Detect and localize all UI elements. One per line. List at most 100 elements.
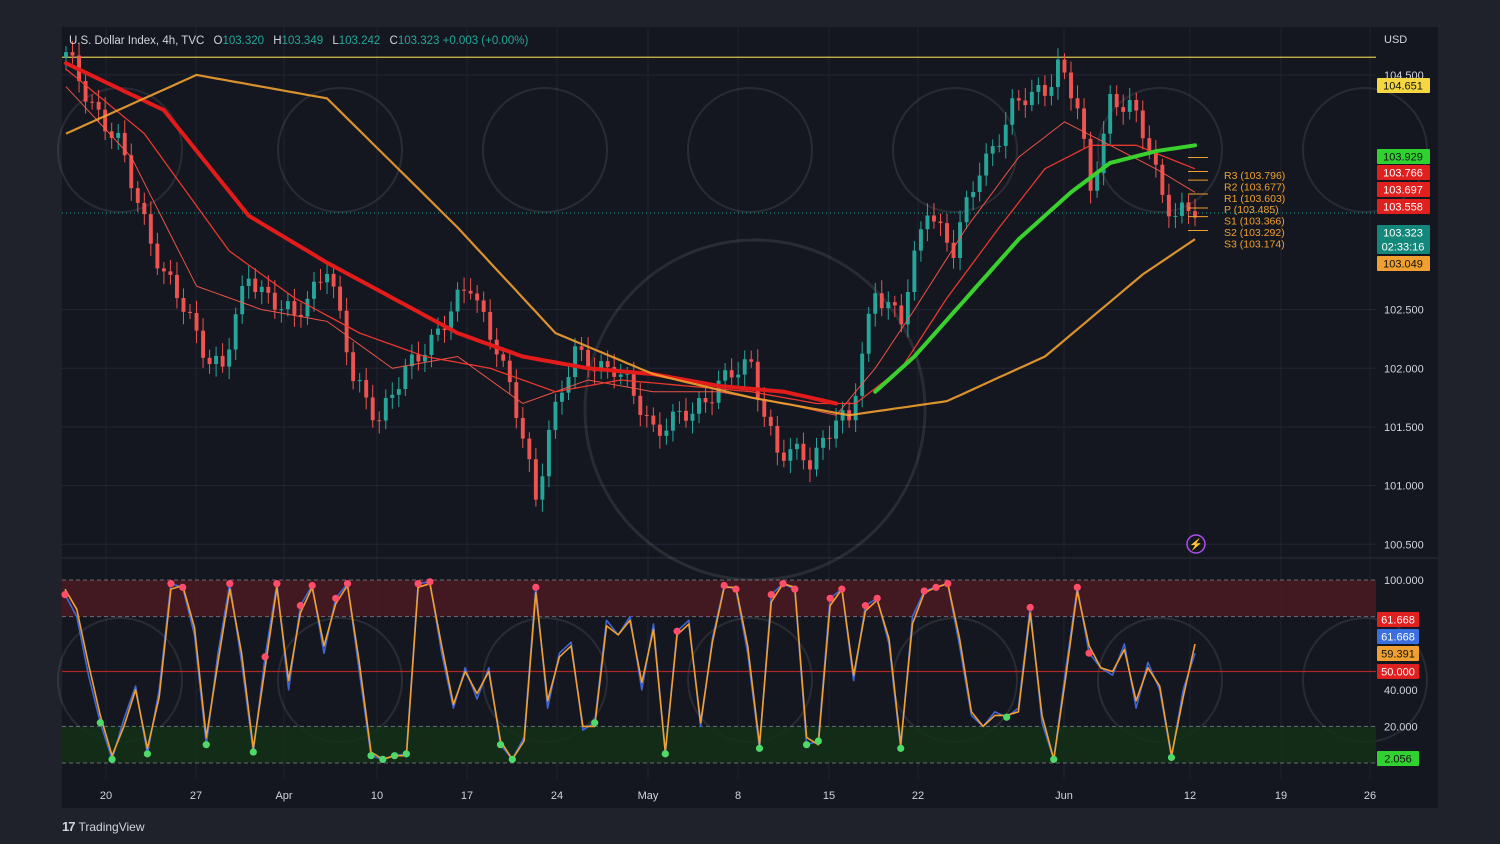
candle[interactable] — [599, 354, 604, 380]
candle[interactable] — [1127, 87, 1132, 120]
candle[interactable] — [1173, 203, 1178, 229]
candle[interactable] — [814, 437, 819, 477]
candle[interactable] — [129, 143, 134, 202]
candle[interactable] — [259, 280, 264, 305]
candle[interactable] — [644, 405, 649, 428]
candle[interactable] — [507, 350, 512, 395]
candle[interactable] — [403, 358, 408, 397]
candle[interactable] — [266, 275, 271, 304]
candle[interactable] — [90, 94, 95, 110]
candle[interactable] — [272, 280, 277, 319]
candle[interactable] — [1003, 111, 1008, 159]
candle[interactable] — [932, 203, 936, 229]
candle[interactable] — [892, 295, 897, 318]
candle[interactable] — [305, 291, 310, 326]
candle[interactable] — [990, 139, 995, 166]
candle[interactable] — [573, 338, 577, 389]
candle[interactable] — [1023, 88, 1028, 118]
candle[interactable] — [951, 229, 956, 269]
candle[interactable] — [762, 387, 767, 428]
candle[interactable] — [918, 221, 923, 262]
candle[interactable] — [312, 272, 316, 312]
candle[interactable] — [1088, 131, 1093, 204]
candle[interactable] — [984, 143, 989, 186]
candle[interactable] — [122, 120, 127, 163]
candle[interactable] — [1140, 100, 1145, 150]
candle[interactable] — [912, 241, 917, 301]
candle[interactable] — [827, 425, 832, 450]
candle[interactable] — [684, 398, 688, 428]
candle[interactable] — [188, 304, 192, 320]
candle[interactable] — [781, 439, 786, 468]
candle[interactable] — [364, 368, 369, 410]
candle[interactable] — [292, 288, 297, 327]
candle[interactable] — [1029, 79, 1034, 112]
candle[interactable] — [161, 262, 166, 285]
candle[interactable] — [821, 430, 825, 460]
candle[interactable] — [201, 318, 205, 368]
candle[interactable] — [873, 282, 878, 327]
candle[interactable] — [462, 277, 467, 304]
candle[interactable] — [1108, 85, 1113, 145]
candle[interactable] — [416, 341, 421, 371]
candle[interactable] — [958, 210, 963, 271]
candle[interactable] — [1121, 94, 1126, 125]
candle[interactable] — [703, 387, 708, 413]
candle[interactable] — [879, 280, 884, 317]
candle[interactable] — [383, 389, 388, 430]
candle[interactable] — [194, 300, 199, 344]
candle[interactable] — [298, 302, 303, 328]
candle[interactable] — [1134, 92, 1139, 123]
candle[interactable] — [866, 306, 871, 362]
candle[interactable] — [808, 447, 812, 483]
candle[interactable] — [116, 123, 121, 150]
candle[interactable] — [1036, 77, 1041, 105]
candle[interactable] — [1042, 75, 1047, 107]
candle[interactable] — [520, 407, 525, 448]
candle[interactable] — [1186, 194, 1191, 224]
candle[interactable] — [742, 350, 747, 388]
candle[interactable] — [964, 190, 969, 229]
candle[interactable] — [886, 291, 891, 320]
candle[interactable] — [1101, 121, 1106, 186]
candle[interactable] — [710, 389, 715, 416]
candle[interactable] — [1179, 192, 1184, 224]
candle[interactable] — [449, 301, 453, 340]
candle[interactable] — [977, 162, 982, 202]
candle[interactable] — [801, 432, 806, 470]
candle[interactable] — [794, 437, 799, 460]
candle[interactable] — [481, 291, 486, 323]
candle[interactable] — [468, 278, 473, 300]
candle[interactable] — [331, 267, 336, 299]
candle[interactable] — [1010, 89, 1015, 135]
candle[interactable] — [586, 337, 591, 378]
candle[interactable] — [285, 292, 290, 317]
candle[interactable] — [338, 275, 343, 319]
candle[interactable] — [566, 364, 571, 401]
candle[interactable] — [220, 343, 225, 373]
candle[interactable] — [370, 384, 375, 428]
candle[interactable] — [553, 393, 558, 439]
candle[interactable] — [527, 432, 532, 472]
candle[interactable] — [1016, 89, 1021, 111]
candle[interactable] — [1114, 85, 1119, 116]
candle[interactable] — [1095, 161, 1100, 198]
candle[interactable] — [670, 403, 675, 442]
candle[interactable] — [422, 343, 427, 373]
candle[interactable] — [214, 346, 219, 377]
candle[interactable] — [690, 402, 695, 434]
candle[interactable] — [546, 420, 551, 488]
candle[interactable] — [233, 307, 238, 360]
lightning-icon[interactable] — [1186, 534, 1206, 554]
candle[interactable] — [396, 377, 401, 407]
candle[interactable] — [631, 362, 636, 405]
candle[interactable] — [64, 46, 68, 71]
candle[interactable] — [651, 407, 656, 432]
candle[interactable] — [207, 349, 212, 374]
candle[interactable] — [899, 294, 904, 333]
candle[interactable] — [657, 412, 662, 449]
candle[interactable] — [938, 213, 943, 236]
candle[interactable] — [475, 285, 480, 313]
candle[interactable] — [168, 260, 173, 285]
